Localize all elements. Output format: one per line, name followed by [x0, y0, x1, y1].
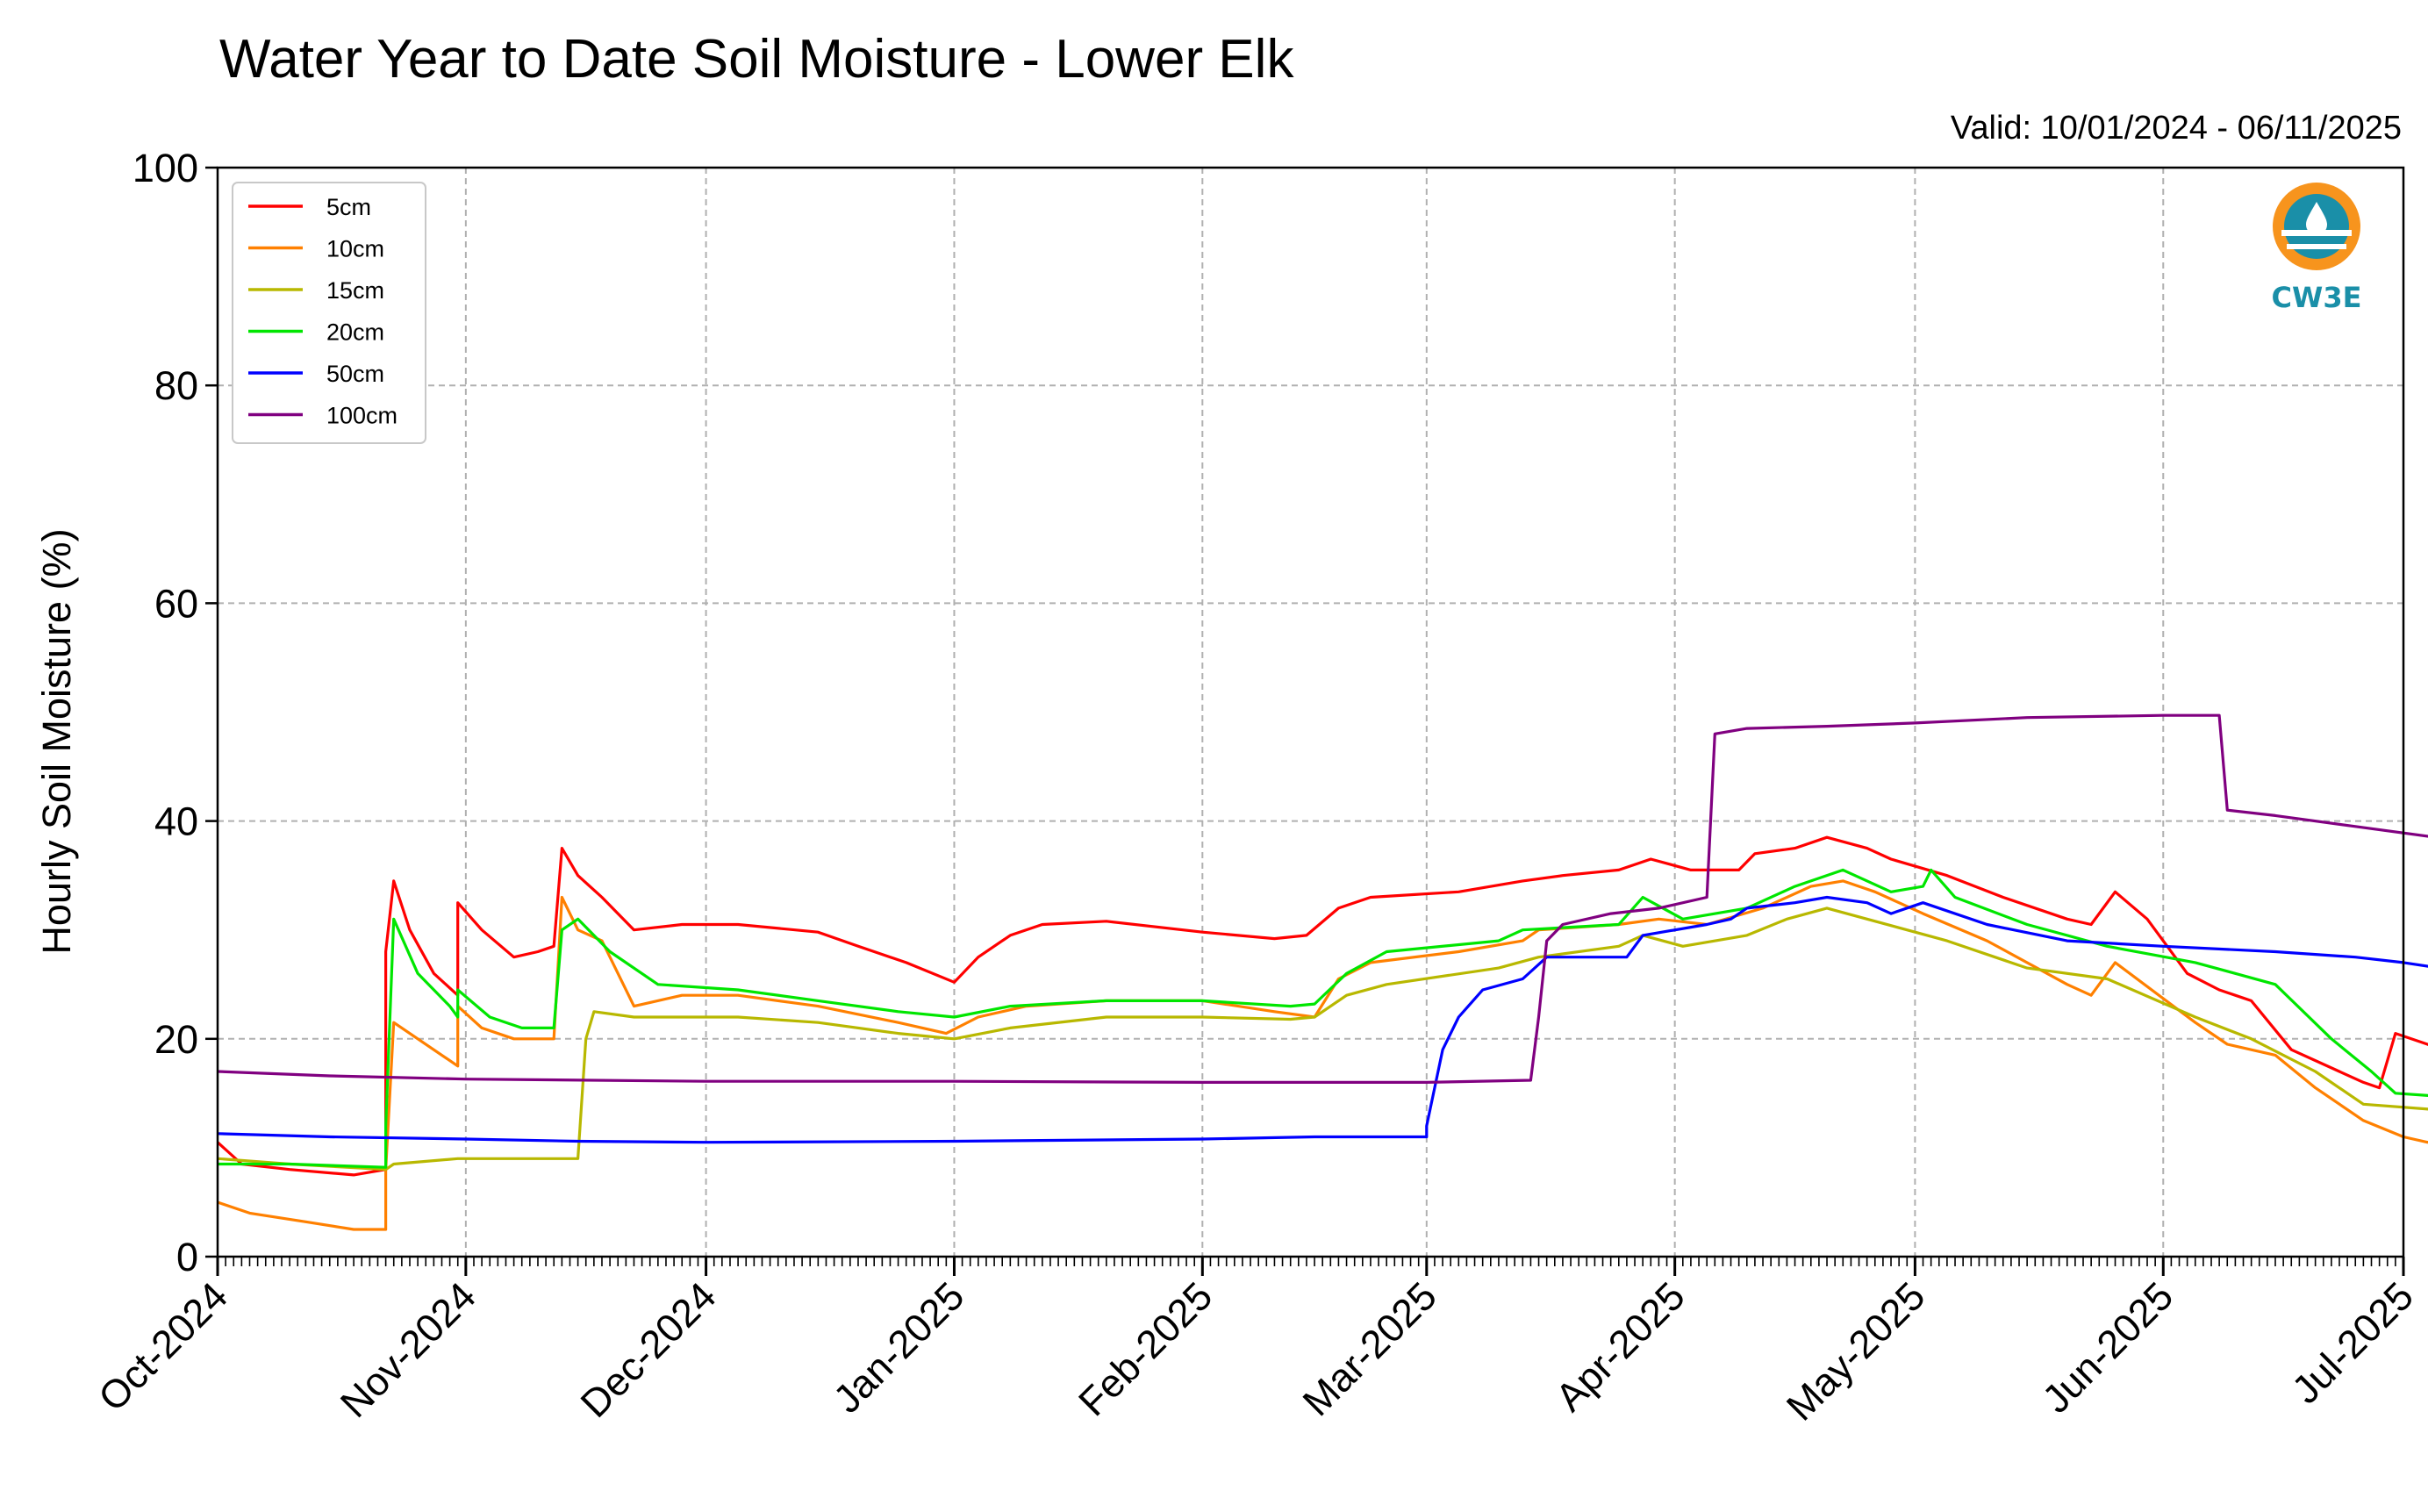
x-tick-label: Oct-2024 [90, 1273, 236, 1420]
x-tick-label: Feb-2025 [1070, 1273, 1221, 1424]
x-tick-label: Jun-2025 [2034, 1273, 2182, 1422]
series-lines [216, 713, 2428, 1231]
x-tick-label: Dec-2024 [572, 1273, 725, 1426]
legend-label-15cm: 15cm [326, 277, 384, 304]
y-tick-label: 40 [154, 799, 198, 844]
legend-label-20cm: 20cm [326, 319, 384, 346]
y-axis-label: Hourly Soil Moisture (%) [34, 528, 79, 954]
series-line-5cm [216, 835, 2428, 1177]
x-tick-label: Apr-2025 [1547, 1273, 1694, 1420]
legend-label-100cm: 100cm [326, 403, 398, 429]
plot-frame [216, 166, 2405, 1258]
y-tick-label: 20 [154, 1017, 198, 1062]
series-line-20cm [218, 868, 2428, 1169]
x-minor-ticks [217, 1257, 2404, 1266]
gridlines [217, 167, 2404, 1258]
legend-label-10cm: 10cm [326, 236, 384, 262]
series-line-50cm [217, 895, 2428, 1144]
legend: 5cm 10cm 15cm 20cm 50cm 100cm [232, 182, 426, 444]
legend-label-5cm: 5cm [326, 194, 371, 220]
y-tick-label: 60 [154, 581, 198, 626]
y-tick-label: 80 [154, 363, 198, 408]
x-tick-label: May-2025 [1778, 1273, 1934, 1430]
x-tick-label: Nov-2024 [332, 1273, 484, 1426]
x-tick-label: Mar-2025 [1294, 1273, 1445, 1424]
logo-drop-icon [2306, 202, 2327, 235]
y-tick-label: 100 [133, 146, 198, 190]
legend-label-50cm: 50cm [326, 361, 384, 387]
y-axis-ticks: 0 20 40 60 80 100 [133, 146, 218, 1279]
x-axis-ticks: Oct-2024 Nov-2024 Dec-2024 Jan-2025 Feb-2025… [90, 1257, 2422, 1430]
x-tick-label: Jul-2025 [2283, 1273, 2422, 1412]
series-line-10cm [217, 879, 2428, 1231]
x-tick-label: Jan-2025 [825, 1273, 973, 1422]
y-tick-label: 0 [176, 1235, 198, 1279]
valid-date-range: Valid: 10/01/2024 - 06/11/2025 [1951, 110, 2402, 147]
logo-wave-icon [2287, 244, 2346, 249]
series-line-100cm [217, 713, 2428, 1084]
logo-text: CW3E [2272, 281, 2362, 314]
cw3e-logo: CW3E [2272, 183, 2362, 314]
chart-title: Water Year to Date Soil Moisture - Lower… [219, 29, 1294, 90]
series-line-15cm [217, 906, 2428, 1172]
